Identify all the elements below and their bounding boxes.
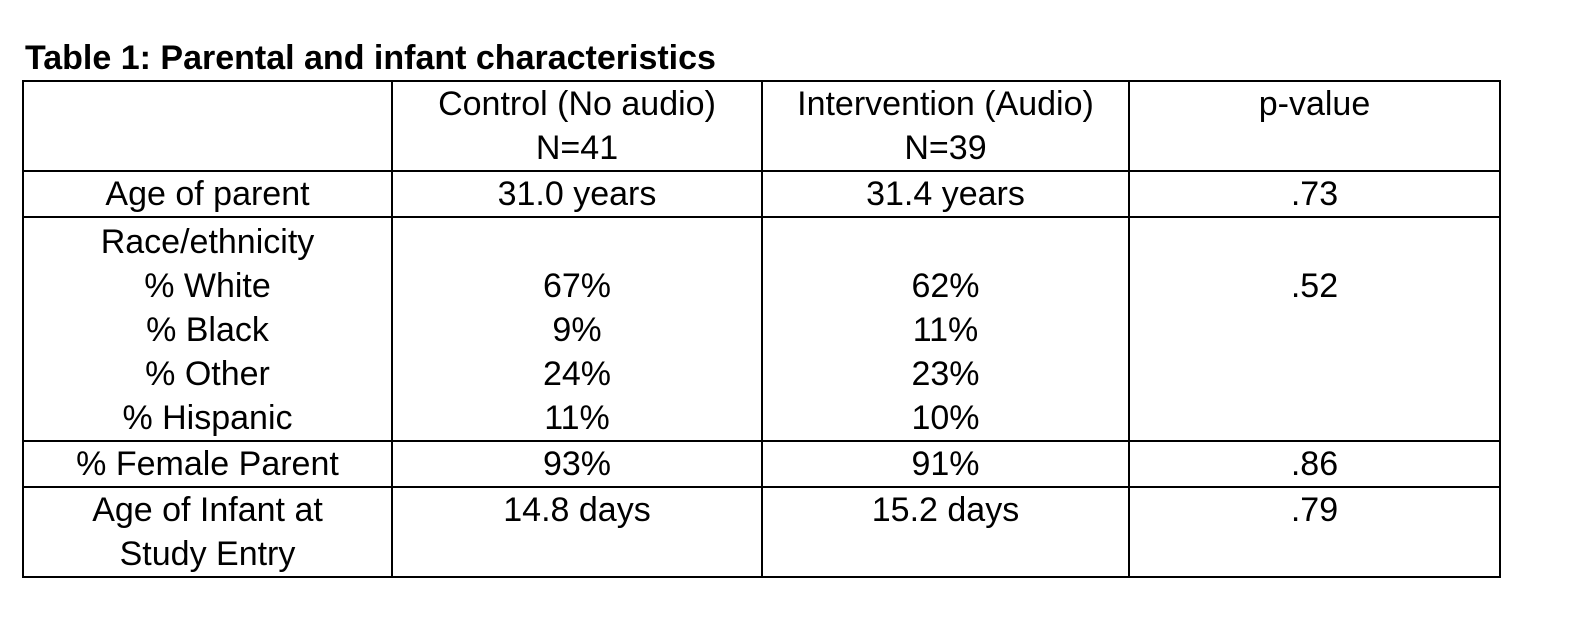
cell: 15.2 days	[761, 486, 1130, 578]
cell: Age of Infant at Study Entry	[22, 486, 393, 578]
cell: .79	[1128, 486, 1501, 578]
cell: 31.0 years	[391, 170, 763, 218]
value: 31.4 years	[866, 175, 1025, 213]
cell: .52	[1128, 216, 1501, 442]
cell: Race/ethnicity % White % Black % Other %…	[22, 216, 393, 442]
sub-label: % Hispanic	[122, 399, 293, 437]
row: % Female Parent 93% 91% .86	[22, 440, 1501, 488]
header-n: N=41	[535, 129, 619, 167]
value: 93%	[542, 445, 612, 483]
row-label: Age of Infant at	[92, 491, 323, 529]
value: 62%	[911, 267, 980, 305]
cell: 67% 9% 24% 11%	[391, 216, 763, 442]
cell: 31.4 years	[761, 170, 1130, 218]
header-label: Intervention (Audio)	[797, 85, 1094, 123]
characteristics-table: Control (No audio) N=41 Intervention (Aud…	[22, 80, 1501, 578]
p-value: .73	[1290, 175, 1339, 213]
p-value: .79	[1290, 491, 1339, 529]
value: 11%	[912, 311, 979, 349]
cell: 14.8 days	[391, 486, 763, 578]
value: 91%	[911, 445, 980, 483]
value: 67%	[542, 267, 612, 305]
cell: % Female Parent	[22, 440, 393, 488]
cell: 62% 11% 23% 10%	[761, 216, 1130, 442]
header-cell: Intervention (Audio) N=39	[761, 80, 1130, 172]
cell: .86	[1128, 440, 1501, 488]
header-label: p-value	[1258, 85, 1371, 123]
p-value: .52	[1290, 267, 1339, 305]
row: Race/ethnicity % White % Black % Other %…	[22, 216, 1501, 442]
row-label: % Female Parent	[76, 445, 339, 483]
cell: 91%	[761, 440, 1130, 488]
cell: .73	[1128, 170, 1501, 218]
sub-label: % Black	[146, 311, 269, 349]
value: 10%	[911, 399, 980, 437]
row: Age of parent 31.0 years 31.4 years .73	[22, 170, 1501, 218]
value: 15.2 days	[871, 491, 1020, 529]
value: 11%	[544, 399, 610, 437]
row-label: Age of parent	[105, 175, 310, 213]
value: 31.0 years	[497, 175, 657, 213]
value: 9%	[552, 311, 602, 349]
value: 14.8 days	[503, 491, 651, 529]
header-row: Control (No audio) N=41 Intervention (Aud…	[22, 80, 1501, 172]
cell: 93%	[391, 440, 763, 488]
value: 23%	[911, 355, 980, 393]
row: Age of Infant at Study Entry 14.8 days 15…	[22, 486, 1501, 578]
table-title: Table 1: Parental and infant characteris…	[25, 39, 716, 77]
sub-label: % Other	[145, 355, 270, 393]
p-value: .86	[1290, 445, 1339, 483]
empty-header-cell	[22, 80, 393, 172]
header-cell: p-value	[1128, 80, 1501, 172]
cell: Age of parent	[22, 170, 393, 218]
header-label: Control (No audio)	[438, 85, 716, 123]
header-n: N=39	[904, 129, 987, 167]
sub-label: % White	[144, 267, 271, 305]
row-label: Study Entry	[119, 535, 296, 573]
row-label: Race/ethnicity	[100, 223, 315, 261]
value: 24%	[542, 355, 612, 393]
header-cell: Control (No audio) N=41	[391, 80, 763, 172]
